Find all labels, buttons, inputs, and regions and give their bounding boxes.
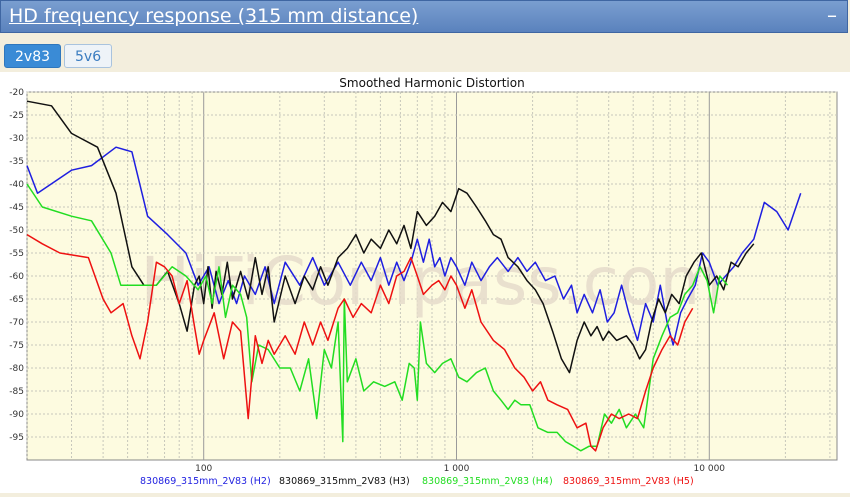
x-tick-label: 10 000 [694,464,726,474]
series-line-4 [26,233,694,452]
tab-bar: 2v83 5v6 [4,44,113,68]
collapse-button[interactable]: – [827,3,837,27]
x-tick-label: 1 000 [444,464,470,474]
axis-labels: -20 -25 -30 -35 -40 -45 -50 -55 -60 -65 -70 -75 -80 -… [9,88,725,474]
panel-header: HD frequency response (315 mm distance) … [0,0,848,33]
tab-2v83[interactable]: 2v83 [4,44,62,68]
legend-item-3: 830869_315mm_2V83 (H4) [422,476,553,487]
y-tick-label: -25 [9,111,24,121]
y-tick-label: -80 [9,364,24,374]
chart-container: HiFiCompass.com -20 -25 -30 -35 -40 -45 -50 -55… [0,72,850,493]
series-line-2 [26,100,755,374]
y-tick-label: -95 [9,433,24,443]
panel-title-link[interactable]: HD frequency response (315 mm distance) [9,5,419,27]
y-tick-label: -40 [9,180,24,190]
y-tick-label: -20 [9,88,24,98]
harmonic-distortion-chart: HiFiCompass.com -20-25-30-35-40-45-50-55… [0,72,850,493]
legend: 830869_315mm_2V83 (H2) 830869_315mm_2V83 … [140,476,694,487]
y-tick-label: -75 [9,341,24,351]
y-tick-label: -45 [9,203,24,213]
chart-title: Smoothed Harmonic Distortion [339,76,524,90]
y-tick-label: -85 [9,387,24,397]
legend-item-1: 830869_315mm_2V83 (H2) [140,476,271,487]
y-tick-label: -65 [9,295,24,305]
legend-item-2: 830869_315mm_2V83 (H3) [279,476,410,487]
y-tick-label: -35 [9,157,24,167]
y-tick-label: -30 [9,134,24,144]
series-line-3 [26,183,729,452]
y-tick-label: -90 [9,410,24,420]
legend-item-4: 830869_315mm_2V83 (H5) [563,476,694,487]
y-tick-label: -55 [9,249,24,259]
y-tick-label: -70 [9,318,24,328]
series-layer [26,100,802,452]
x-tick-label: 100 [195,464,212,474]
y-tick-label: -60 [9,272,24,282]
y-tick-label: -50 [9,226,24,236]
tab-5v6[interactable]: 5v6 [64,44,113,68]
series-line-1 [26,146,802,346]
